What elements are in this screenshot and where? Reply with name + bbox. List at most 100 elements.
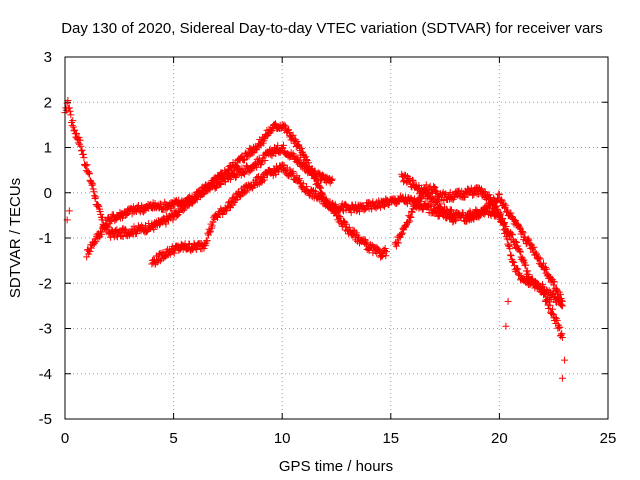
data-point <box>268 127 276 135</box>
data-point <box>150 225 158 233</box>
data-point <box>516 247 524 255</box>
data-point <box>219 210 227 218</box>
data-point <box>512 238 520 246</box>
data-point <box>561 356 569 364</box>
data-point <box>232 163 240 171</box>
data-point <box>558 334 566 342</box>
y-tick-label: 0 <box>44 185 52 202</box>
y-axis-label: SDTVAR / TECUs <box>7 178 24 298</box>
data-point <box>502 229 510 237</box>
data-point <box>558 330 566 338</box>
x-tick-label: 10 <box>274 430 291 447</box>
data-point <box>68 121 76 129</box>
data-point <box>546 301 554 309</box>
data-point <box>409 177 417 185</box>
tick-marks <box>64 56 609 420</box>
data-point <box>289 167 297 175</box>
data-point <box>545 305 553 313</box>
data-point <box>495 191 503 199</box>
data-point <box>162 206 170 214</box>
data-point <box>85 170 93 178</box>
data-point <box>111 217 119 225</box>
data-point <box>499 218 507 226</box>
data-point <box>293 138 301 146</box>
data-point <box>208 222 216 230</box>
data-point <box>328 177 336 185</box>
data-point <box>404 219 412 227</box>
data-point <box>94 202 102 210</box>
data-point <box>86 247 94 255</box>
data-point <box>461 193 469 201</box>
data-point <box>508 257 516 265</box>
data-point <box>204 231 212 239</box>
data-point <box>558 302 566 310</box>
data-point <box>88 181 96 189</box>
data-point <box>398 229 406 237</box>
data-point <box>530 243 538 251</box>
data-point <box>430 183 438 191</box>
data-point <box>526 281 534 289</box>
data-point <box>558 374 566 382</box>
data-point <box>258 158 266 166</box>
data-point <box>526 240 534 248</box>
data-point <box>502 208 510 216</box>
data-point <box>495 208 503 216</box>
data-point <box>506 251 514 259</box>
x-axis-label: GPS time / hours <box>279 458 393 475</box>
data-point <box>299 180 307 188</box>
data-point <box>66 107 74 115</box>
data-point <box>508 231 516 239</box>
data-point <box>508 230 516 238</box>
data-point <box>407 214 415 222</box>
data-point <box>472 206 480 214</box>
series-track-f <box>463 204 566 310</box>
data-point <box>426 202 434 210</box>
data-point <box>393 238 401 246</box>
x-tick-label: 0 <box>61 430 69 447</box>
data-point <box>504 206 512 214</box>
data-point <box>519 229 527 237</box>
data-point <box>406 217 414 225</box>
data-point <box>253 163 261 171</box>
data-point <box>436 200 444 208</box>
data-point <box>431 183 439 191</box>
data-point <box>76 136 84 144</box>
data-point <box>99 213 107 221</box>
data-point <box>206 227 214 235</box>
data-point <box>77 142 85 150</box>
series-outliers <box>63 207 569 382</box>
y-tick-label: -1 <box>39 230 52 247</box>
data-point <box>79 150 87 158</box>
data-point <box>75 133 83 141</box>
x-tick-label: 15 <box>382 430 399 447</box>
data-point <box>269 126 277 134</box>
data-point <box>486 194 494 202</box>
data-point <box>64 96 72 104</box>
data-point <box>327 176 335 184</box>
data-point <box>549 289 557 297</box>
series-track-a <box>61 96 336 241</box>
data-point <box>242 188 250 196</box>
data-point <box>69 117 77 125</box>
data-points <box>61 96 569 382</box>
data-point <box>550 278 558 286</box>
data-point <box>504 297 512 305</box>
data-point <box>279 141 287 149</box>
data-point <box>162 220 170 228</box>
data-point <box>541 264 549 272</box>
data-point <box>203 237 211 245</box>
data-point <box>296 156 304 164</box>
data-point <box>408 208 416 216</box>
data-point <box>524 235 532 243</box>
y-tick-label: 3 <box>44 49 52 66</box>
data-point <box>476 211 484 219</box>
data-point <box>532 250 540 258</box>
data-point <box>409 176 417 184</box>
data-point <box>241 156 249 164</box>
data-point <box>514 265 522 273</box>
data-point <box>498 215 506 223</box>
data-point <box>206 228 214 236</box>
data-point <box>382 252 390 260</box>
data-point <box>528 275 536 283</box>
